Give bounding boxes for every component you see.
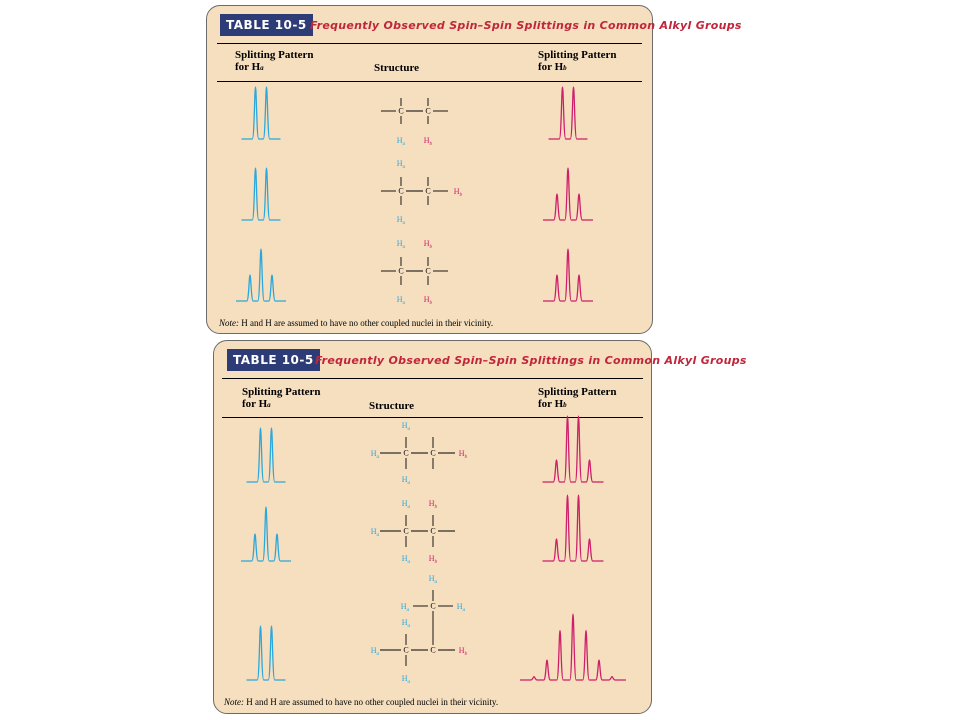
table-note: Note: H and H are assumed to have no oth…: [224, 697, 499, 707]
carbon-label: C: [398, 267, 403, 276]
carbon-label: C: [425, 187, 430, 196]
hydrogen-label: Ha: [397, 215, 406, 226]
col-header-hb: Splitting Pattern for Hb: [538, 386, 617, 410]
ha-splitting-pattern: [236, 248, 286, 302]
header-rule: [222, 417, 643, 418]
hydrogen-label: Hb: [429, 499, 438, 510]
hb-splitting-pattern: [542, 494, 604, 562]
hydrogen-label: Ha: [397, 239, 406, 250]
carbon-label: C: [398, 187, 403, 196]
header-rule: [217, 81, 642, 82]
hydrogen-label: Ha: [402, 618, 411, 629]
hydrogen-label: Hb: [424, 239, 433, 250]
ha-splitting-pattern: [241, 167, 281, 221]
hydrogen-label: Hb: [454, 187, 463, 198]
table-note: Note: H and H are assumed to have no oth…: [219, 318, 494, 328]
carbon-label: C: [425, 267, 430, 276]
top-rule: [222, 378, 643, 379]
hb-splitting-pattern: [542, 415, 604, 483]
hydrogen-label: Ha: [397, 295, 406, 306]
hydrogen-label: Ha: [401, 602, 410, 613]
hydrogen-label: Ha: [429, 574, 438, 585]
hydrogen-label: Ha: [371, 646, 380, 657]
table-tag: TABLE 10-5: [220, 14, 313, 36]
hydrogen-label: Ha: [402, 554, 411, 565]
hb-splitting-pattern: [520, 613, 626, 681]
hydrogen-label: Ha: [397, 159, 406, 170]
carbon-label: C: [430, 527, 435, 536]
carbon-label: C: [403, 449, 408, 458]
hydrogen-label: Hb: [459, 646, 468, 657]
carbon-label: C: [398, 107, 403, 116]
hb-splitting-pattern: [543, 167, 593, 221]
hydrogen-label: Ha: [402, 421, 411, 432]
carbon-label: C: [425, 107, 430, 116]
table-card-2: TABLE 10-5 Frequently Observed Spin–Spin…: [213, 340, 746, 714]
table-card-1: TABLE 10-5 Frequently Observed Spin–Spin…: [206, 5, 741, 334]
col-header-ha: Splitting Pattern for Ha: [242, 386, 321, 410]
ha-splitting-pattern: [241, 86, 281, 140]
hydrogen-label: Ha: [397, 136, 406, 147]
table-tag: TABLE 10-5: [227, 349, 320, 371]
hydrogen-label: Hb: [424, 295, 433, 306]
hb-splitting-pattern: [548, 86, 588, 140]
table-title: Frequently Observed Spin–Spin Splittings…: [315, 354, 747, 367]
table-title: Frequently Observed Spin–Spin Splittings…: [310, 19, 742, 32]
carbon-label: C: [403, 527, 408, 536]
hydrogen-label: Hb: [459, 449, 468, 460]
top-rule: [217, 43, 642, 44]
hydrogen-label: Ha: [371, 449, 380, 460]
ha-splitting-pattern: [246, 427, 286, 483]
col-header-structure: Structure: [369, 400, 415, 412]
hydrogen-label: Ha: [402, 674, 411, 685]
carbon-label: C: [430, 449, 435, 458]
hydrogen-label: Ha: [402, 499, 411, 510]
col-header-ha: Splitting Pattern for Ha: [235, 49, 314, 73]
ha-splitting-pattern: [246, 625, 286, 681]
carbon-label: C: [430, 602, 435, 611]
carbon-label: C: [430, 646, 435, 655]
ha-splitting-pattern: [241, 506, 291, 562]
hb-splitting-pattern: [543, 248, 593, 302]
hydrogen-label: Ha: [457, 602, 466, 613]
hydrogen-label: Hb: [429, 554, 438, 565]
carbon-label: C: [403, 646, 408, 655]
col-header-hb: Splitting Pattern for Hb: [538, 49, 617, 73]
hydrogen-label: Ha: [402, 475, 411, 486]
col-header-structure: Structure: [374, 62, 420, 74]
hydrogen-label: Hb: [424, 136, 433, 147]
hydrogen-label: Ha: [371, 527, 380, 538]
